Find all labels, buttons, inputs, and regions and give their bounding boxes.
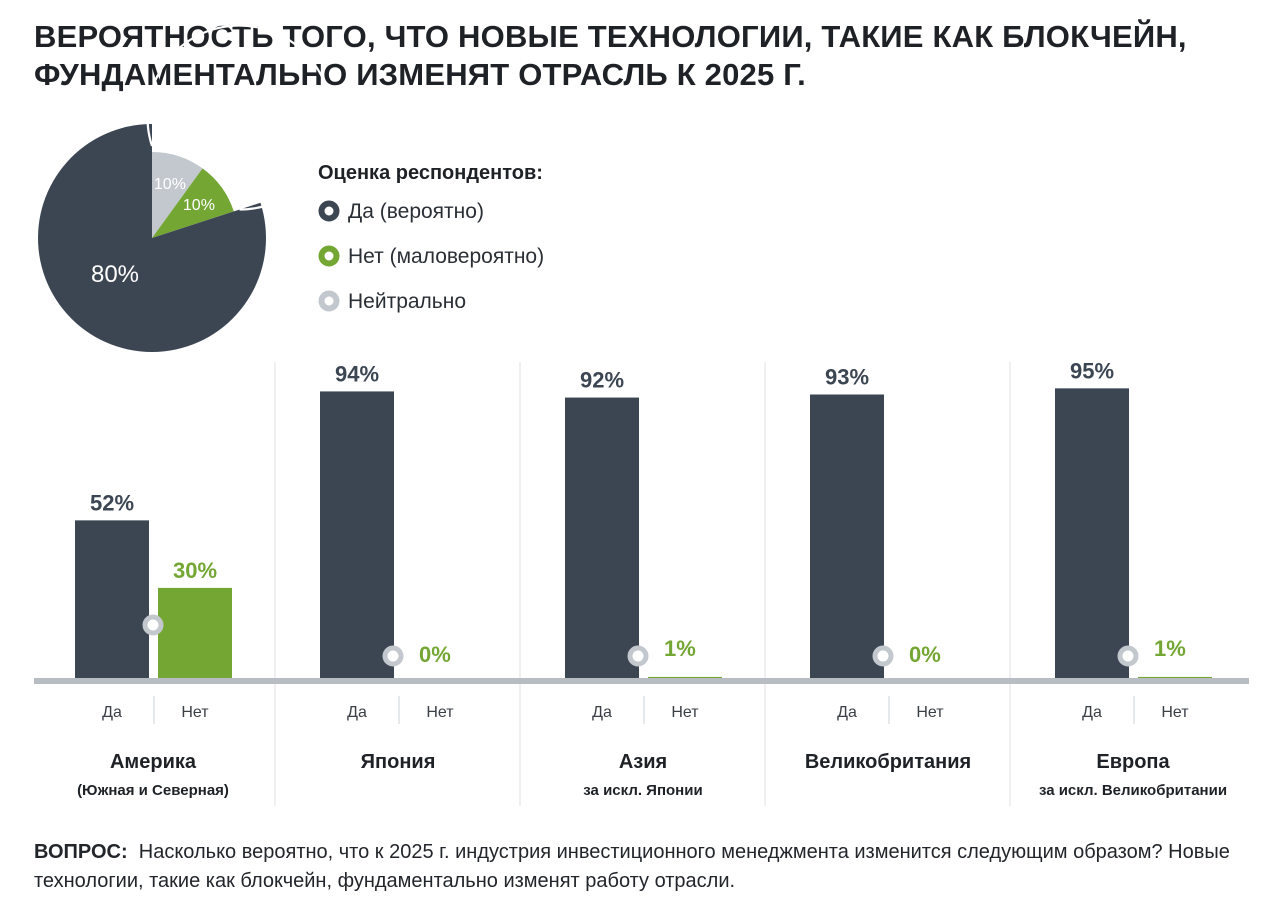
group-name: Великобритания [805, 751, 971, 773]
pie-slice-yes [38, 124, 267, 353]
neutral-marker [627, 645, 649, 667]
bar-label-yes: 95% [1070, 358, 1114, 383]
bar-label-no: 0% [909, 642, 941, 667]
pie-label-yes: 80% [91, 261, 139, 288]
bar-yes [1055, 388, 1129, 680]
tick-label-no: Нет [426, 704, 454, 721]
group-subtitle: (Южная и Северная) [77, 782, 229, 799]
legend-title: Оценка респондентов: [318, 162, 543, 184]
bar-label-no: 0% [419, 642, 451, 667]
legend: Оценка респондентов: Да (вероятно) Нет (ма… [318, 162, 544, 313]
bar-label-yes: 93% [825, 364, 869, 389]
tick-label-yes: Да [102, 704, 122, 721]
neutral-marker [872, 645, 894, 667]
tick-label-yes: Да [347, 704, 367, 721]
legend-marker-yes [318, 200, 340, 222]
legend-label-yes: Да (вероятно) [348, 200, 484, 223]
neutral-marker [142, 614, 164, 636]
bar-label-yes: 52% [90, 490, 134, 515]
group-name: Азия [619, 751, 667, 773]
question-note: ВОПРОС: Насколько вероятно, что к 2025 г… [34, 838, 1249, 896]
tick-label-no: Нет [916, 704, 944, 721]
bar-yes [320, 391, 394, 680]
pie-ring-line [146, 24, 333, 211]
x-axis-baseline [34, 678, 1249, 684]
neutral-marker [382, 645, 404, 667]
tick-label-yes: Да [1082, 704, 1102, 721]
legend-label-neutral: Нейтрально [348, 290, 466, 313]
tick-label-no: Нет [181, 704, 209, 721]
neutral-marker [1117, 645, 1139, 667]
legend-marker-no [318, 245, 340, 267]
bar-label-no: 1% [1154, 636, 1186, 661]
pie-label-neutral: 10% [154, 176, 186, 193]
bar-label-no: 30% [173, 558, 217, 583]
group-name: Япония [361, 751, 436, 773]
bar-chart: 52% 30% Да Нет Америка (Южная и Северная) 94% 0… [34, 358, 1249, 806]
tick-label-no: Нет [671, 704, 699, 721]
bar-yes [565, 397, 639, 680]
bar-no [158, 587, 232, 680]
bar-label-yes: 94% [335, 361, 379, 386]
bar-yes [810, 394, 884, 680]
group-name: Америка [110, 751, 197, 773]
chart-title: ВЕРОЯТНОСТЬ ТОГО, ЧТО НОВЫЕ ТЕХНОЛОГИИ, … [34, 19, 1187, 92]
pie-slice-no [152, 168, 234, 238]
legend-marker-neutral [318, 290, 340, 312]
tick-label-yes: Да [592, 704, 612, 721]
group-subtitle: за искл. Японии [583, 782, 702, 799]
group-subtitle: за искл. Великобритании [1039, 782, 1227, 799]
bar-yes [75, 520, 149, 680]
bar-label-no: 1% [664, 636, 696, 661]
pie-label-no: 10% [183, 197, 215, 214]
group-name: Европа [1096, 751, 1170, 773]
tick-label-yes: Да [837, 704, 857, 721]
question-text: Насколько вероятно, что к 2025 г. индуст… [34, 841, 1230, 892]
bar-label-yes: 92% [580, 368, 624, 393]
tick-label-no: Нет [1161, 704, 1189, 721]
legend-label-no: Нет (маловероятно) [348, 245, 544, 268]
pie-chart: 10% 10% 80% [38, 24, 333, 353]
pie-slice-neutral [152, 152, 203, 238]
question-label: ВОПРОС: [34, 841, 128, 863]
